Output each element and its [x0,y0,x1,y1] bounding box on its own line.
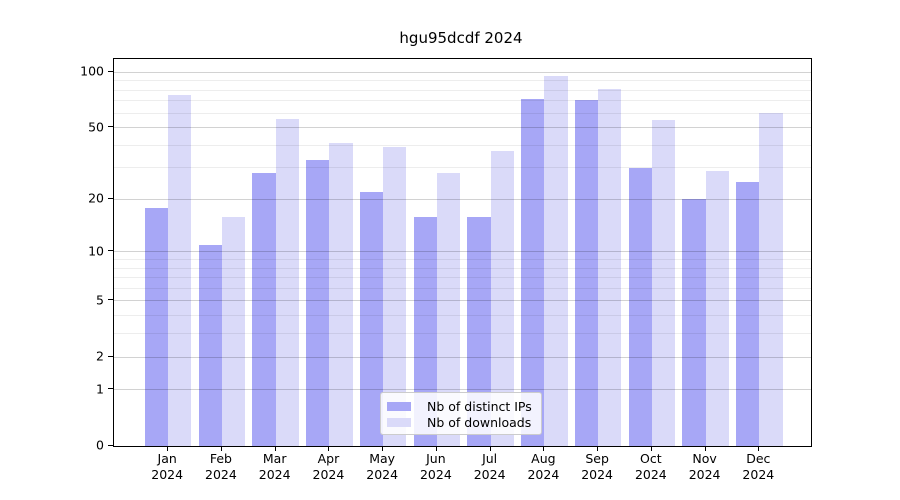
bar-mar-downloads [275,118,299,446]
y-tick-label-1: 1 [96,381,104,397]
gridline-1 [114,389,811,391]
gridline-100 [114,71,811,73]
bar-sep-downloads [598,89,622,446]
x-tick-label-may: May 2024 [366,451,399,482]
bar-sep-distinct-ips [574,99,599,446]
gridline-2 [114,356,811,358]
y-tick-label-20: 20 [88,190,104,206]
x-tick-label-dec: Dec 2024 [742,451,775,482]
legend-item-downloads: Nb of downloads [387,414,535,430]
gridline-6 [114,287,811,289]
x-tick-mark-jul [489,446,491,451]
y-tick-mark-100 [108,70,113,72]
legend: Nb of distinct IPs Nb of downloads [380,392,542,435]
bar-aug-downloads [544,76,568,446]
legend-label-downloads: Nb of downloads [427,414,532,430]
y-tick-label-10: 10 [88,243,104,259]
bar-feb-downloads [221,216,246,446]
y-tick-label-2: 2 [96,348,104,364]
gridline-60 [114,112,811,114]
bar-nov-distinct-ips [682,199,706,446]
x-tick-mark-apr [328,446,330,451]
y-tick-mark-2 [108,355,113,357]
bar-oct-distinct-ips [628,167,652,446]
x-tick-mark-dec [758,446,760,451]
x-tick-mark-nov [704,446,706,451]
bar-dec-distinct-ips [736,182,760,446]
y-tick-label-5: 5 [96,292,104,308]
gridline-50 [114,127,811,129]
gridline-4 [114,315,811,317]
y-tick-mark-5 [108,299,113,301]
bar-may-distinct-ips [359,192,384,446]
bar-jul-distinct-ips [467,216,491,446]
x-tick-mark-jan [167,446,169,451]
gridline-10 [114,251,811,253]
x-tick-mark-may [382,446,384,451]
x-tick-mark-oct [650,446,652,451]
y-tick-mark-20 [108,197,113,199]
x-tick-mark-jun [435,446,437,451]
x-tick-label-mar: Mar 2024 [258,451,291,482]
plot-area [113,58,812,447]
gridline-30 [114,167,811,169]
gridline-40 [114,144,811,146]
bar-jun-downloads [436,173,461,446]
y-tick-mark-1 [108,388,113,390]
x-tick-mark-mar [274,446,276,451]
x-tick-label-jan: Jan 2024 [151,451,184,482]
bar-apr-downloads [329,143,353,446]
gridline-8 [114,267,811,269]
y-tick-mark-10 [108,250,113,252]
legend-item-distinct-ips: Nb of distinct IPs [387,398,535,414]
y-tick-label-50: 50 [88,119,104,135]
bar-dec-downloads [759,113,783,446]
bar-jan-downloads [168,95,192,446]
y-tick-label-100: 100 [80,63,104,79]
gridline-70 [114,100,811,102]
y-tick-mark-50 [108,126,113,128]
legend-label-distinct-ips: Nb of distinct IPs [427,398,532,414]
x-tick-mark-feb [220,446,222,451]
bar-mar-distinct-ips [252,173,276,446]
bar-jan-distinct-ips [144,207,169,446]
bar-oct-downloads [651,120,676,446]
gridline-9 [114,259,811,261]
bar-aug-distinct-ips [521,98,545,446]
x-tick-label-sep: Sep 2024 [581,451,614,482]
bar-apr-distinct-ips [306,160,330,446]
x-tick-label-oct: Oct 2024 [634,451,667,482]
chart-title: hgu95dcdf 2024 [399,29,523,47]
y-tick-label-0: 0 [96,437,104,453]
legend-swatch-distinct-ips [387,401,411,411]
x-tick-label-jul: Jul 2024 [473,451,506,482]
gridline-20 [114,198,811,200]
gridline-80 [114,89,811,91]
gridline-5 [114,300,811,302]
x-tick-mark-sep [597,446,599,451]
gridline-90 [114,80,811,82]
bar-may-downloads [383,147,407,446]
gridline-7 [114,277,811,279]
x-tick-label-aug: Aug 2024 [527,451,560,482]
bar-jun-distinct-ips [413,216,437,446]
x-tick-label-jun: Jun 2024 [419,451,452,482]
bar-feb-distinct-ips [198,244,222,446]
x-tick-mark-aug [543,446,545,451]
y-tick-mark-0 [108,444,113,446]
x-tick-label-feb: Feb 2024 [205,451,237,482]
gridline-3 [114,333,811,335]
x-tick-label-nov: Nov 2024 [688,451,721,482]
x-tick-label-apr: Apr 2024 [312,451,345,482]
bar-jul-downloads [490,151,514,446]
legend-swatch-downloads [387,417,411,427]
bar-nov-downloads [705,170,729,446]
